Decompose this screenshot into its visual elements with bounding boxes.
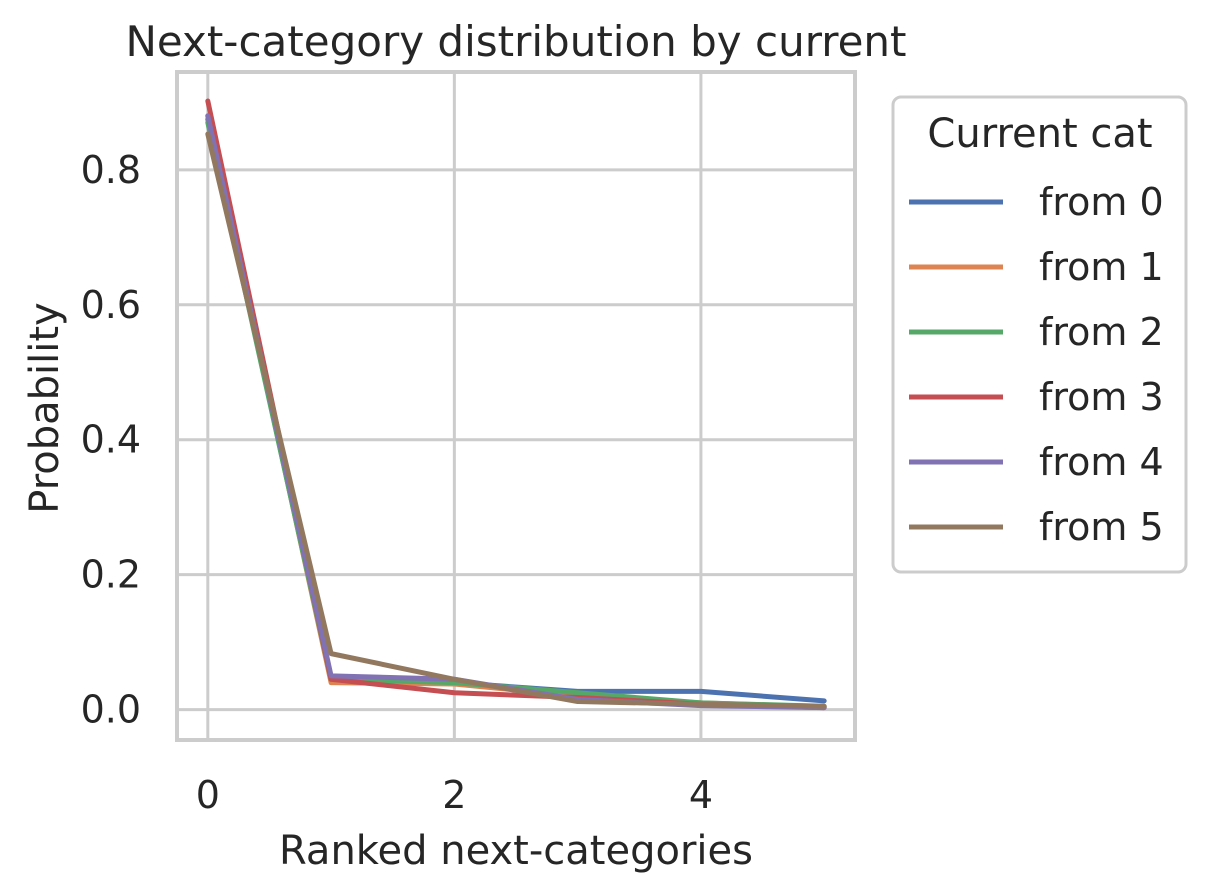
series-line-from-4 [205, 113, 827, 711]
y-tick-label: 0.8 [81, 148, 141, 192]
legend-entry-label: from 3 [1039, 375, 1164, 419]
x-tick-label: 2 [442, 773, 466, 817]
y-axis-label: Probability [22, 302, 68, 513]
legend-items: from 0 from 1 from 2 from 3 from 4 from 5 [909, 180, 1164, 549]
series-line-from-5 [205, 131, 827, 709]
y-tick-labels: 0.0 0.2 0.4 0.6 0.8 [81, 148, 141, 732]
y-tick-label: 0.6 [81, 283, 141, 327]
x-axis-label: Ranked next-categories [279, 828, 753, 874]
plot-area-frame [175, 70, 857, 742]
x-tick-label: 4 [689, 773, 713, 817]
series-line-from-2 [205, 120, 827, 709]
y-tick-label: 0.4 [81, 418, 141, 462]
series-lines [205, 98, 827, 711]
series-line-from-3 [205, 98, 827, 711]
legend-frame [891, 95, 1188, 574]
grid-lines [177, 72, 855, 740]
chart-title: Next-category distribution by current [125, 17, 906, 66]
x-tick-label: 0 [196, 773, 220, 817]
series-line-from-0 [205, 116, 827, 704]
legend-title: Current cat [927, 111, 1152, 157]
legend-entry-label: from 0 [1039, 180, 1164, 224]
series-line-from-1 [205, 113, 827, 710]
y-tick-label: 0.0 [81, 688, 141, 732]
legend-entry-label: from 2 [1039, 310, 1164, 354]
legend-entry-label: from 4 [1039, 440, 1164, 484]
x-tick-labels: 0 2 4 [196, 773, 713, 817]
legend-entry-label: from 1 [1039, 245, 1164, 289]
legend-entry-label: from 5 [1039, 505, 1164, 549]
y-tick-label: 0.2 [81, 553, 141, 597]
